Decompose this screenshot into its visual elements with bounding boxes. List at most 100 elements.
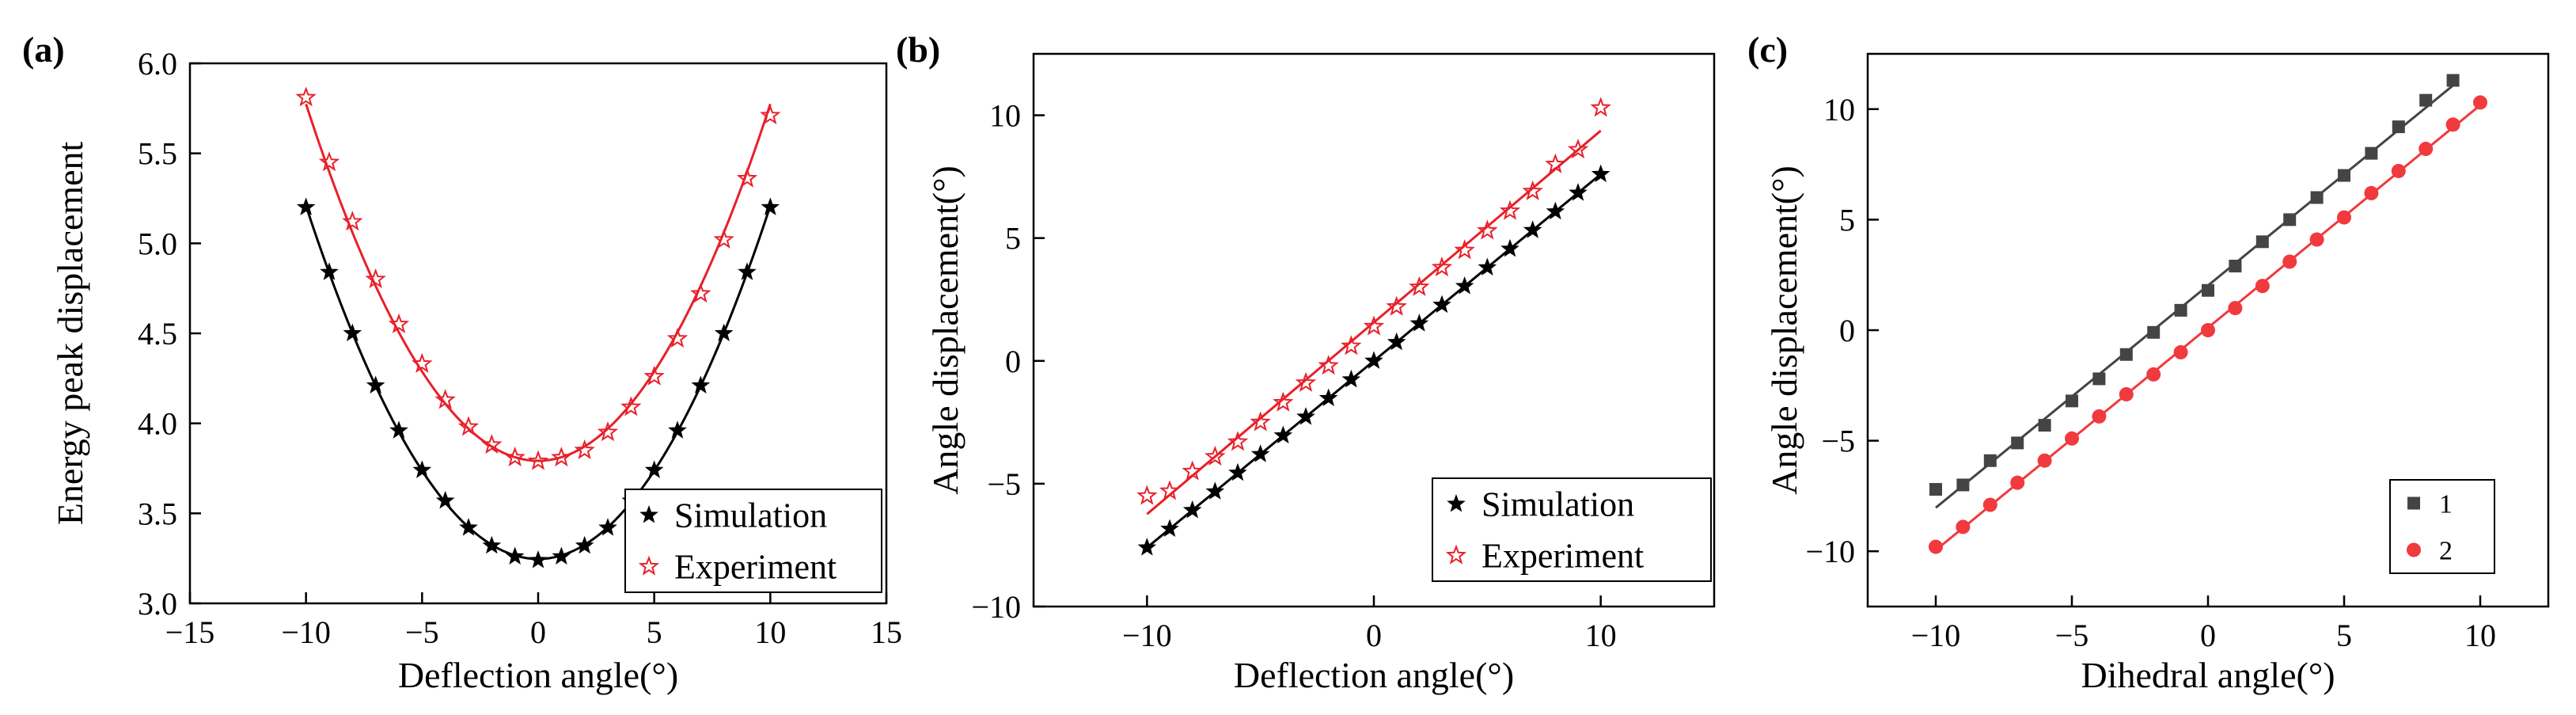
data-point [295, 86, 317, 107]
legend-label: Experiment [674, 548, 837, 587]
x-axis-title: Deflection angle(°) [398, 655, 678, 695]
x-tick-label: −10 [281, 614, 331, 650]
y-tick-label: −5 [1821, 424, 1855, 459]
data-point [2201, 323, 2215, 337]
y-axis-title: Angle displacement(°) [1764, 165, 1804, 495]
y-tick-label: 4.0 [138, 406, 177, 442]
data-point [457, 416, 480, 436]
data-point [2038, 419, 2051, 432]
legend: 12 [2389, 479, 2495, 574]
data-point [620, 396, 642, 416]
data-point [2419, 93, 2433, 107]
data-point [643, 365, 665, 386]
data-point [1273, 391, 1294, 412]
data-point [761, 197, 780, 215]
series-simulation [1137, 164, 1610, 556]
data-point [2446, 74, 2460, 87]
x-tick-label: 0 [2200, 618, 2216, 653]
y-tick-label: 4.5 [138, 316, 177, 352]
fit-curve [305, 103, 772, 462]
data-point [2146, 367, 2161, 382]
data-point [529, 550, 548, 569]
legend-label: Simulation [1481, 485, 1634, 524]
x-tick-label: 15 [871, 614, 902, 650]
data-point [2037, 453, 2052, 468]
data-point [1228, 462, 1247, 481]
legend: Simulation Experiment [624, 489, 882, 593]
y-axis-title: Energy peak displacement [50, 142, 90, 526]
data-point [1478, 257, 1497, 276]
data-point [388, 313, 410, 333]
data-point [1432, 295, 1451, 314]
x-tick-label: −10 [1911, 618, 1961, 653]
data-point [481, 434, 503, 454]
data-point [2310, 191, 2324, 204]
y-tick-label: 3.0 [138, 586, 177, 622]
data-point [412, 352, 433, 373]
data-point [1500, 238, 1519, 257]
data-point [2119, 348, 2133, 361]
data-point [2419, 142, 2434, 157]
data-point [1477, 219, 1498, 240]
data-point [2174, 303, 2187, 317]
data-point [1341, 369, 1361, 388]
x-tick-label: 0 [1366, 618, 1382, 653]
data-point [736, 167, 758, 188]
data-point [2119, 386, 2134, 401]
data-point [2229, 260, 2242, 273]
data-point [459, 518, 478, 536]
legend-label: 1 [2439, 490, 2453, 519]
legend-box [1432, 477, 1712, 582]
data-point [1363, 315, 1385, 336]
data-point [2065, 431, 2079, 446]
data-point [1409, 314, 1429, 332]
data-point [2391, 163, 2406, 178]
data-point [644, 460, 664, 478]
data-point [365, 268, 386, 289]
data-point [1455, 276, 1474, 295]
fit-line [1146, 129, 1602, 515]
legend-marker [639, 505, 658, 523]
data-point [1522, 180, 1543, 200]
y-tick-label: 5.0 [138, 226, 177, 261]
series-experiment [1136, 97, 1611, 515]
data-point [1160, 519, 1179, 538]
data-point [1454, 239, 1475, 260]
data-point [2338, 169, 2350, 182]
data-point [598, 518, 617, 536]
y-tick-label: −10 [971, 589, 1021, 625]
data-point [2365, 146, 2378, 160]
chart-panel-b: (b) −10 0 10 −10 −5 0 5 10 Deflection angle(°) Ang… [896, 29, 1716, 695]
data-point [1182, 500, 1202, 519]
data-point [2282, 254, 2297, 269]
data-point [1250, 411, 1271, 432]
panel-label: (c) [1747, 29, 1788, 70]
data-point [1295, 371, 1317, 392]
data-point [1545, 153, 1566, 173]
data-point [1364, 351, 1383, 369]
data-point [2092, 409, 2107, 424]
data-point [1546, 201, 1565, 220]
data-point [1318, 388, 1338, 406]
data-point [1296, 407, 1315, 425]
data-point [1227, 431, 1249, 451]
data-point [1273, 425, 1293, 444]
x-tick-label: 5 [647, 614, 662, 650]
x-tick-label: −5 [2055, 618, 2089, 653]
data-point [366, 375, 385, 394]
y-tick-label: 5 [1839, 202, 1855, 238]
data-point [2364, 185, 2379, 200]
y-tick-label: 0 [1005, 344, 1021, 379]
legend-box [624, 489, 882, 593]
data-point [435, 490, 455, 509]
data-point [1136, 485, 1158, 505]
data-point [2147, 325, 2161, 339]
data-point [1956, 519, 1971, 534]
data-point [1386, 295, 1407, 316]
data-point [342, 211, 363, 231]
data-point [1159, 480, 1181, 500]
x-tick-label: −15 [165, 614, 215, 650]
legend: Simulation Experiment [1432, 477, 1712, 582]
x-tick-label: 0 [530, 614, 546, 650]
data-point [2011, 436, 2024, 450]
